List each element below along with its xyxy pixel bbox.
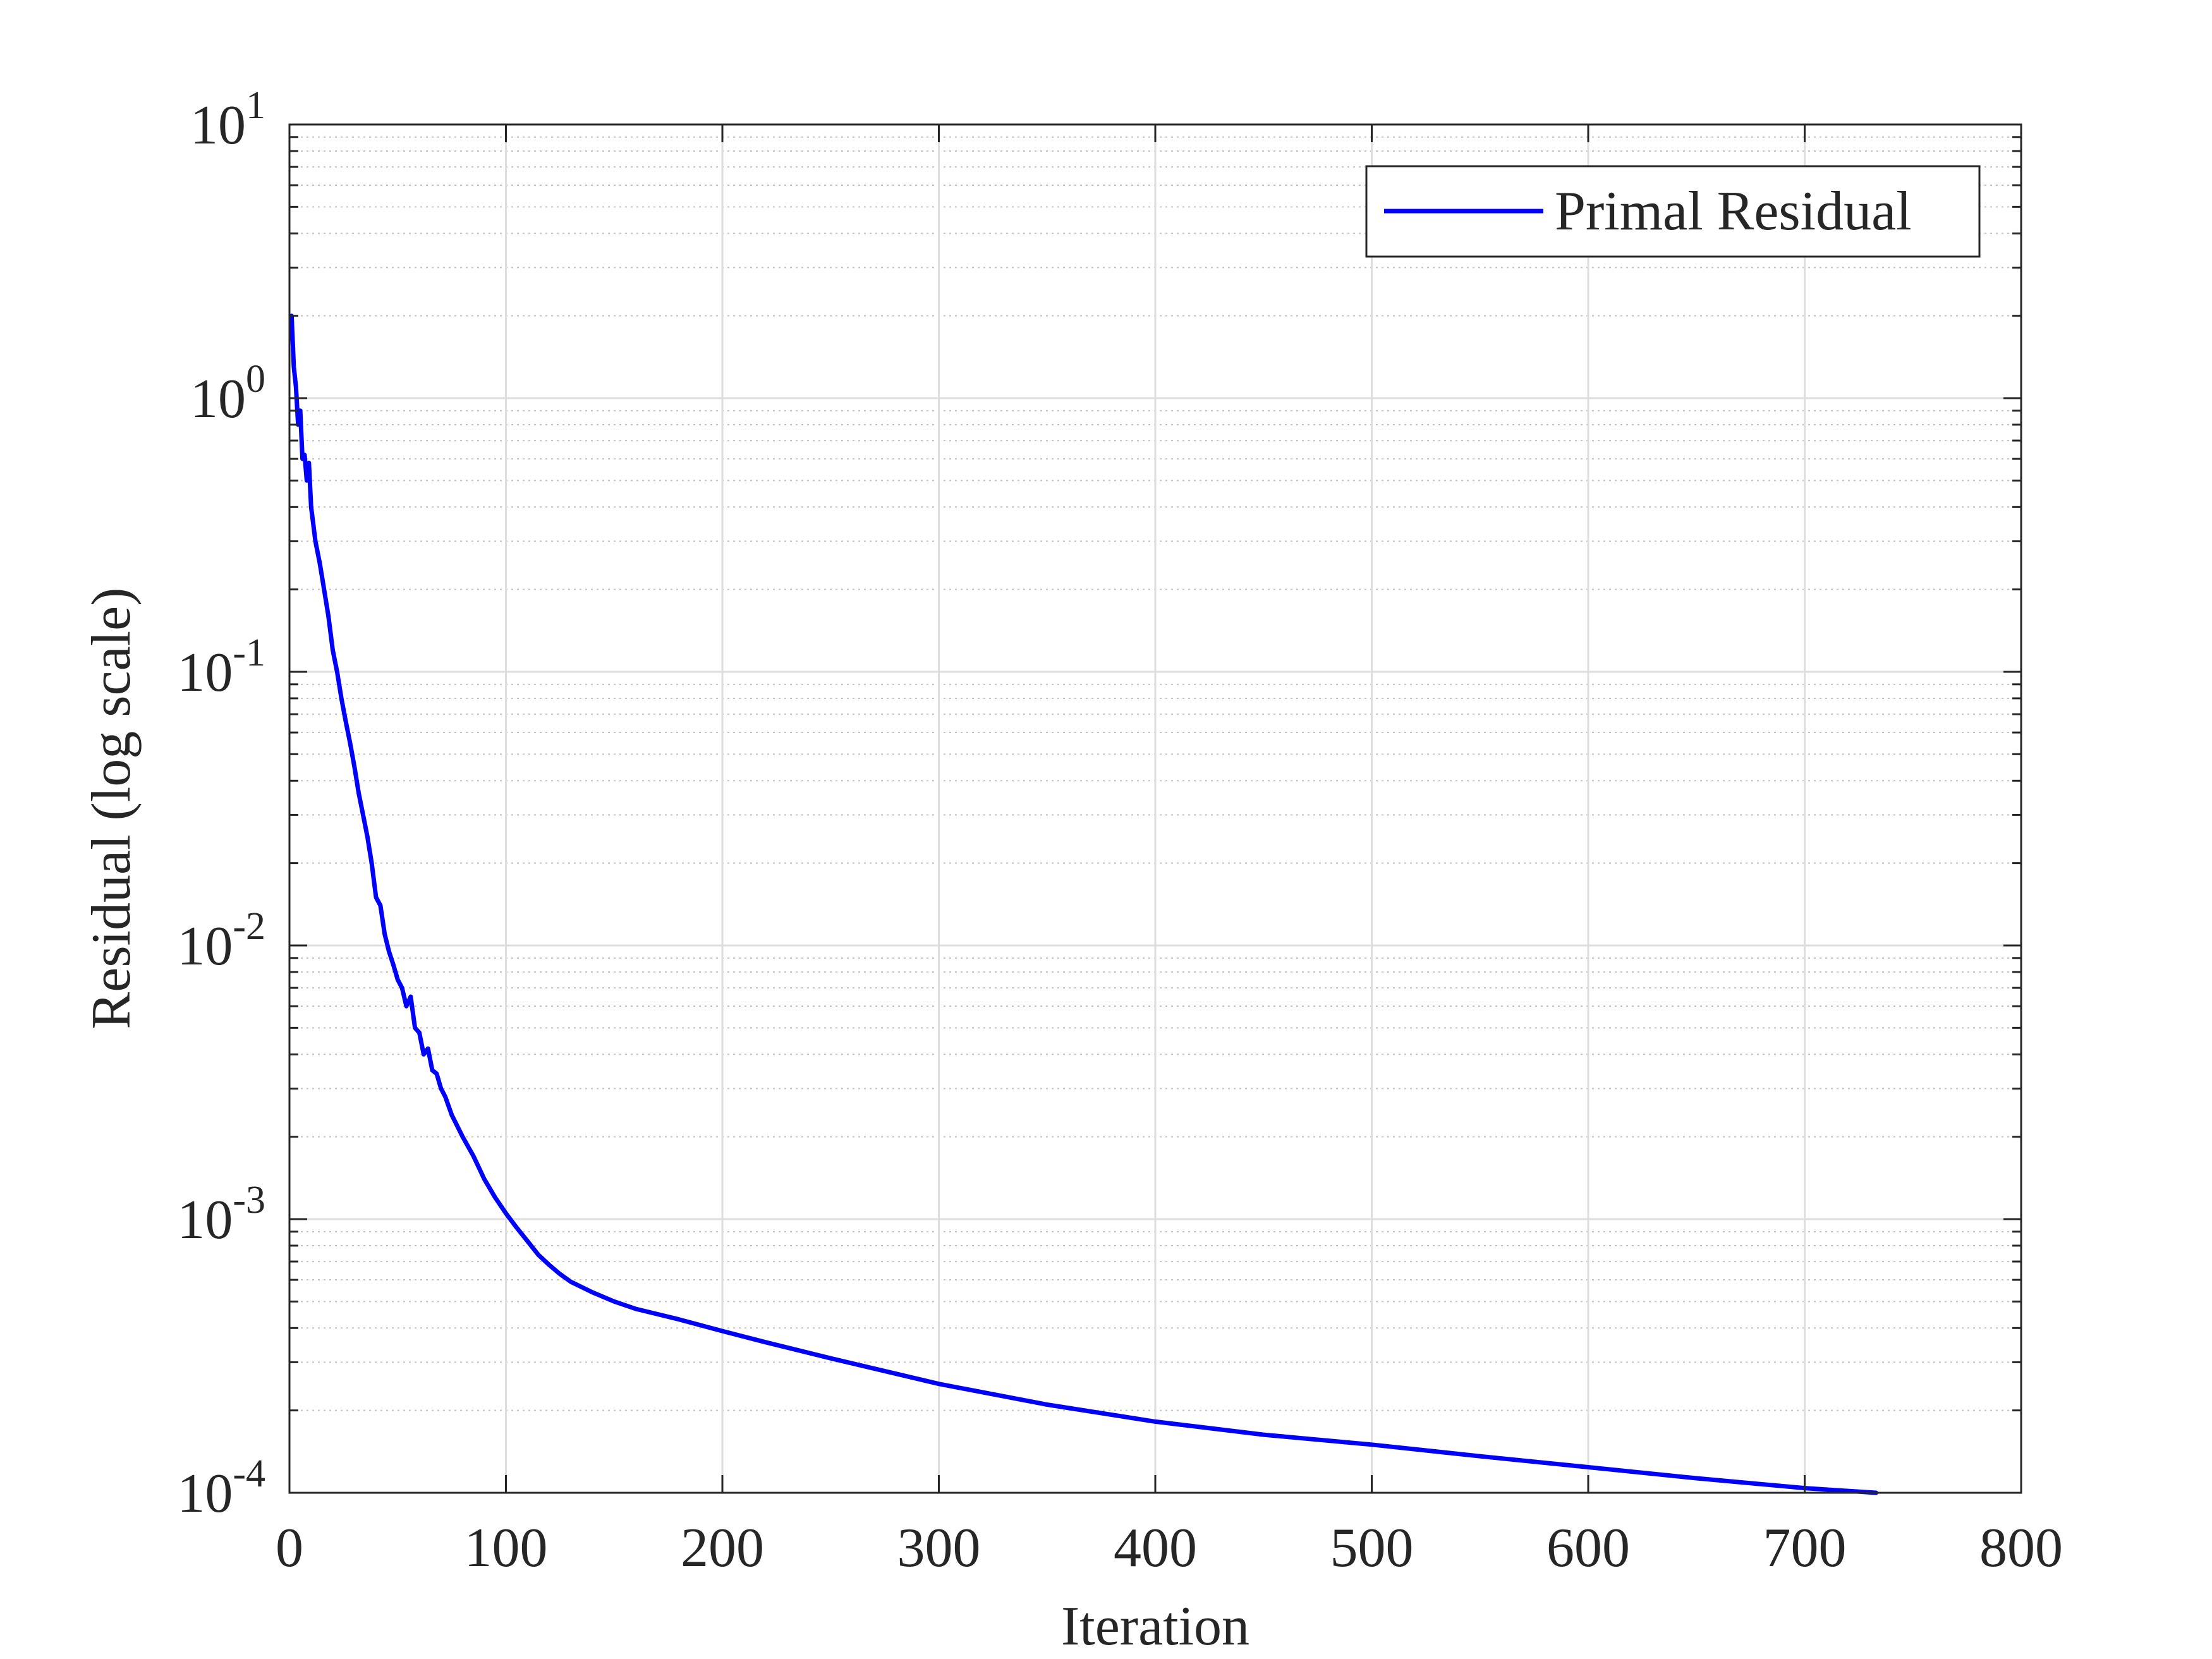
series-line-primal-residual [289, 313, 1878, 1495]
x-axis-label: Iteration [1061, 1596, 1249, 1657]
x-tick-label: 100 [465, 1517, 548, 1579]
x-tick-label: 700 [1763, 1517, 1847, 1579]
x-tick-labels: 0 100 200 300 400 500 600 700 800 [276, 1517, 2063, 1579]
y-tick-label: 101 [190, 84, 265, 156]
axes-box [288, 123, 2022, 1494]
series-layer [289, 313, 1878, 1495]
y-tick-labels: 101 100 10-1 10-2 10-3 10-4 [177, 84, 265, 1524]
legend: Primal Residual [1365, 165, 1981, 258]
x-tick-label: 600 [1547, 1517, 1630, 1579]
legend-label-primal-residual: Primal Residual [1555, 181, 1912, 242]
x-tick-label: 200 [681, 1517, 764, 1579]
x-tick-label: 400 [1114, 1517, 1197, 1579]
x-tick-label: 800 [1979, 1517, 2063, 1579]
y-tick-label: 10-1 [177, 631, 265, 703]
x-tick-label: 500 [1330, 1517, 1414, 1579]
y-tick-label: 10-2 [177, 905, 265, 977]
y-tick-label: 100 [190, 358, 265, 430]
y-axis-label: Residual (log scale) [81, 588, 142, 1030]
y-tick-label: 10-3 [177, 1179, 265, 1251]
y-tick-label: 10-4 [177, 1452, 265, 1524]
x-tick-label: 0 [276, 1517, 303, 1579]
x-tick-label: 300 [897, 1517, 981, 1579]
